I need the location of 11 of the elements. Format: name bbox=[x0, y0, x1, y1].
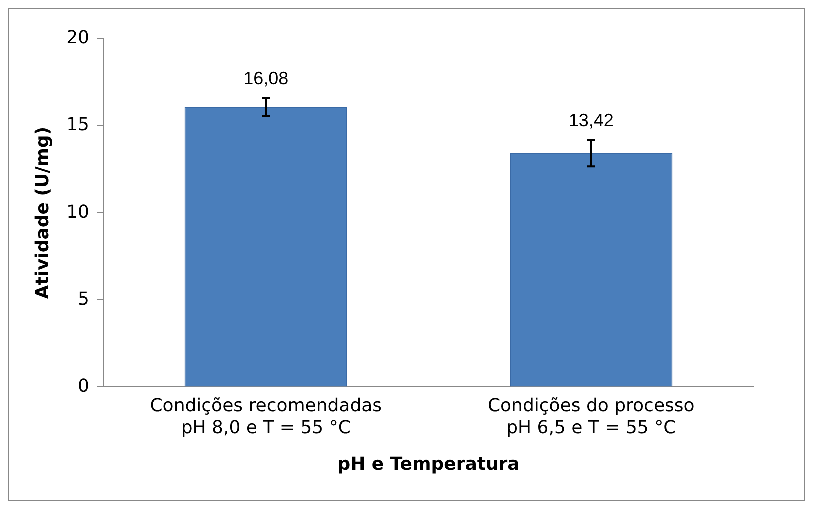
x-tick-label: Condições do processo pH 6,5 e T = 55 °C bbox=[488, 396, 695, 438]
y-tick-label: 15 bbox=[66, 114, 90, 136]
x-tick-label: Condições recomendadas pH 8,0 e T = 55 °C bbox=[150, 396, 382, 438]
y-tick-label: 10 bbox=[66, 202, 90, 223]
y-tick-label: 20 bbox=[66, 28, 90, 49]
y-axis-title: Atividade (U/mg) bbox=[32, 126, 54, 300]
data-label: 16,08 bbox=[244, 68, 289, 89]
y-tick-label: 0 bbox=[78, 376, 90, 397]
data-label: 13,42 bbox=[568, 110, 614, 130]
x-axis-title: pH e Temperatura bbox=[338, 454, 520, 475]
y-tick-label: 5 bbox=[78, 288, 90, 310]
